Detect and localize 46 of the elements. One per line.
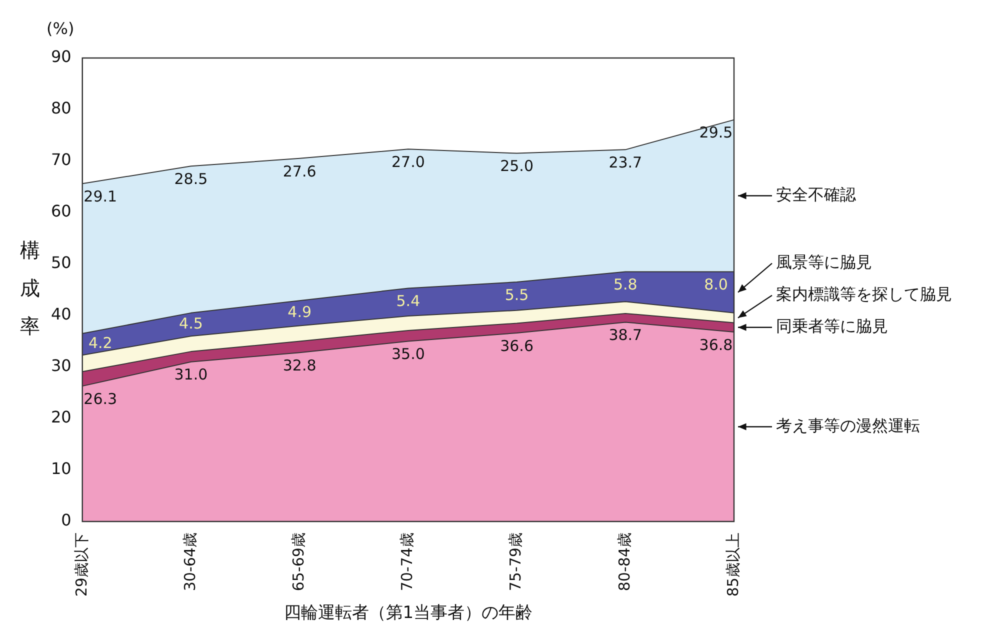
y-tick-label: 40 (51, 304, 72, 324)
data-label: 4.5 (179, 314, 203, 332)
data-label: 29.1 (84, 188, 118, 206)
y-tick-label: 20 (51, 408, 72, 427)
y-tick-label: 70 (51, 150, 72, 170)
data-label: 32.8 (282, 356, 316, 374)
y-tick-label: 80 (51, 98, 72, 118)
data-label: 23.7 (608, 154, 642, 172)
x-tick-label: 29歳以下 (72, 532, 90, 597)
data-label: 5.8 (613, 276, 638, 294)
data-label: 4.9 (288, 303, 312, 322)
y-tick-label: 60 (51, 202, 72, 221)
data-label: 36.6 (500, 336, 534, 355)
x-axis-title: 四輪運転者（第1当事者）の年齢 (284, 603, 533, 624)
x-tick-label: 65-69歳 (289, 532, 308, 592)
data-label: 5.4 (396, 292, 420, 310)
data-label: 38.7 (608, 326, 642, 344)
y-tick-label: 50 (51, 253, 72, 272)
x-tick-label: 70-74歳 (398, 532, 416, 592)
x-tick-label: 30-64歳 (180, 532, 199, 592)
data-label: 35.0 (391, 345, 425, 364)
y-axis-title: 構成率 (20, 238, 40, 338)
text: 考え事等の漫然運転 (776, 416, 920, 435)
data-label: 27.6 (282, 162, 316, 180)
data-label: 31.0 (174, 366, 208, 384)
text: 同乗者等に脇見 (776, 316, 888, 336)
data-label: 27.0 (391, 153, 425, 172)
data-label: 28.5 (174, 170, 208, 188)
data-label: 8.0 (704, 276, 728, 294)
y-tick-label: 10 (51, 459, 72, 478)
data-label: 26.3 (84, 390, 118, 408)
x-tick-label: 85歳以上 (724, 532, 742, 597)
y-tick-label: 0 (61, 510, 72, 530)
text: 安全不確認 (776, 184, 856, 204)
data-label: 5.5 (504, 286, 529, 304)
text: 風景等に脇見 (776, 252, 872, 272)
y-tick-label: 90 (51, 47, 72, 66)
x-tick-label: 80-84歳 (615, 532, 634, 592)
x-tick-label: 75-79歳 (506, 532, 525, 592)
y-tick-label: 30 (51, 356, 72, 376)
data-label: 25.0 (500, 157, 534, 176)
text: 案内標識等を探して脇見 (776, 284, 952, 304)
data-label: 29.5 (699, 124, 733, 142)
text: (%) (46, 19, 74, 38)
data-label: 4.2 (88, 334, 112, 352)
data-label: 36.8 (699, 336, 733, 354)
